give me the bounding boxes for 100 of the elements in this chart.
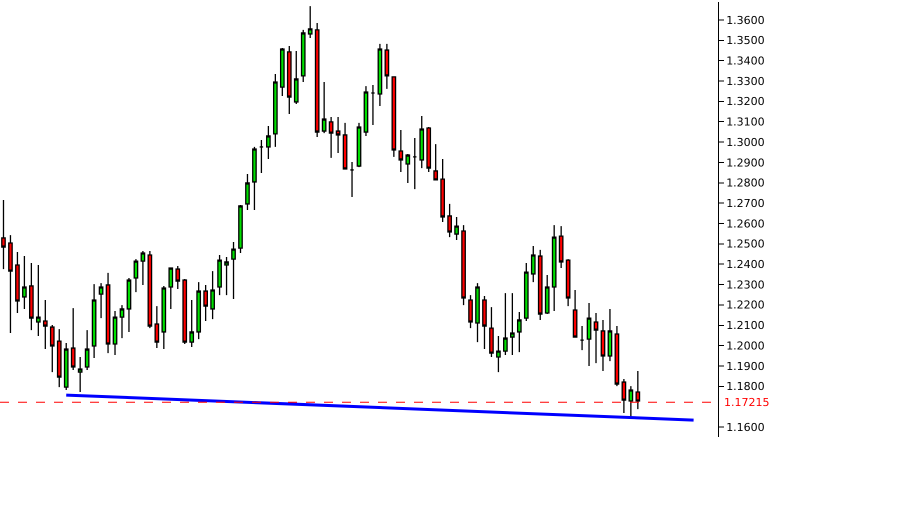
candlestick bbox=[482, 295, 487, 350]
y-tick-label: 1.2000 bbox=[726, 339, 765, 352]
candlestick bbox=[328, 116, 334, 159]
candlestick bbox=[378, 43, 382, 107]
candlestick bbox=[426, 126, 432, 173]
candlestick bbox=[558, 225, 564, 269]
y-tick-label: 1.3100 bbox=[726, 116, 765, 129]
candlestick bbox=[300, 29, 306, 83]
candlestick bbox=[210, 270, 215, 320]
candlestick bbox=[217, 254, 222, 296]
candlestick bbox=[496, 335, 501, 373]
y-tick-label: 1.2400 bbox=[726, 258, 765, 272]
candlestick bbox=[252, 146, 257, 211]
candlestick bbox=[600, 319, 606, 372]
candlestick bbox=[580, 325, 584, 351]
candlestick bbox=[189, 299, 194, 348]
candlestick bbox=[134, 258, 138, 293]
candlestick bbox=[196, 281, 202, 340]
y-tick-label: 1.2800 bbox=[726, 176, 765, 190]
candlestick bbox=[503, 292, 508, 356]
candlestick bbox=[106, 272, 110, 354]
candlestick bbox=[259, 139, 264, 174]
candlestick bbox=[203, 284, 208, 322]
candlestick bbox=[92, 283, 96, 359]
y-tick-label: 1.2900 bbox=[726, 156, 765, 170]
candlestick bbox=[566, 258, 570, 307]
candlestick bbox=[516, 311, 522, 353]
y-tick-label: 1.3400 bbox=[726, 54, 765, 68]
candlestick bbox=[594, 312, 598, 364]
ref-line-label: 1.17215 bbox=[724, 396, 770, 409]
candlestick bbox=[126, 277, 132, 333]
candlestick bbox=[64, 342, 69, 391]
candlestick bbox=[350, 161, 354, 198]
candlestick bbox=[175, 265, 180, 290]
candlestick bbox=[433, 143, 438, 181]
candlestick bbox=[22, 255, 27, 310]
candlestick bbox=[29, 262, 34, 331]
candlestick bbox=[286, 45, 292, 115]
candlestick bbox=[161, 285, 166, 350]
candlestick bbox=[272, 73, 278, 148]
candlestick bbox=[398, 129, 404, 173]
candlestick bbox=[614, 325, 620, 387]
y-tick-label: 1.1600 bbox=[726, 420, 765, 434]
candlestick bbox=[412, 137, 418, 190]
candlestick bbox=[342, 122, 348, 170]
candlestick bbox=[405, 153, 410, 184]
candlestick bbox=[120, 304, 124, 339]
y-tick-label: 1.2300 bbox=[726, 278, 765, 292]
candlestick bbox=[322, 81, 326, 134]
candlestick bbox=[294, 50, 299, 105]
candlestick bbox=[552, 224, 557, 312]
candlestick bbox=[538, 249, 543, 321]
candlestick bbox=[36, 264, 41, 337]
candlestick bbox=[628, 385, 634, 418]
candlestick bbox=[112, 310, 118, 356]
y-tick-label: 1.3000 bbox=[726, 136, 765, 149]
candlestick bbox=[608, 308, 612, 362]
candlestick bbox=[364, 85, 368, 137]
y-tick-label: 1.2200 bbox=[726, 298, 765, 312]
candlestick bbox=[42, 299, 48, 350]
candlestick bbox=[78, 356, 83, 393]
candlestick bbox=[84, 329, 90, 371]
candlestick bbox=[468, 294, 473, 329]
y-tick-label: 1.2600 bbox=[726, 217, 765, 230]
candlestick bbox=[280, 47, 285, 97]
y-tick-label: 1.2700 bbox=[726, 196, 765, 210]
y-tick-label: 1.2500 bbox=[726, 238, 765, 251]
candlestick bbox=[384, 43, 390, 90]
candlestick bbox=[308, 5, 313, 39]
candlestick bbox=[524, 262, 529, 322]
candlestick bbox=[510, 292, 515, 356]
candlestick bbox=[544, 274, 550, 315]
y-tick-label: 1.3500 bbox=[726, 34, 765, 48]
y-tick-label: 1.3300 bbox=[726, 74, 765, 88]
candlestick bbox=[50, 324, 55, 373]
candlestick bbox=[266, 125, 271, 160]
y-tick-label: 1.1900 bbox=[726, 360, 765, 373]
candlestick bbox=[238, 204, 243, 254]
y-tick-label: 1.2100 bbox=[726, 319, 765, 332]
candlestick bbox=[622, 378, 626, 414]
candlestick bbox=[231, 241, 236, 300]
candlestick bbox=[392, 76, 396, 158]
y-tick-label: 1.1800 bbox=[726, 380, 765, 394]
candlestick bbox=[1, 199, 6, 270]
candlestick bbox=[98, 282, 104, 319]
candlestick bbox=[148, 250, 152, 329]
candlestick bbox=[245, 173, 250, 211]
candlestick bbox=[572, 289, 578, 338]
candlestick bbox=[8, 234, 13, 334]
candlestick bbox=[530, 245, 536, 283]
candlestick bbox=[224, 256, 229, 296]
y-tick-label: 1.3200 bbox=[726, 95, 765, 108]
candlestick bbox=[140, 250, 146, 286]
candlestick bbox=[419, 115, 424, 169]
candlestick bbox=[15, 251, 20, 314]
candlestick bbox=[440, 158, 446, 223]
candlestick bbox=[447, 203, 452, 238]
candlestick bbox=[489, 306, 494, 358]
candlestick bbox=[314, 22, 320, 138]
y-tick-label: 1.3600 bbox=[726, 14, 765, 27]
